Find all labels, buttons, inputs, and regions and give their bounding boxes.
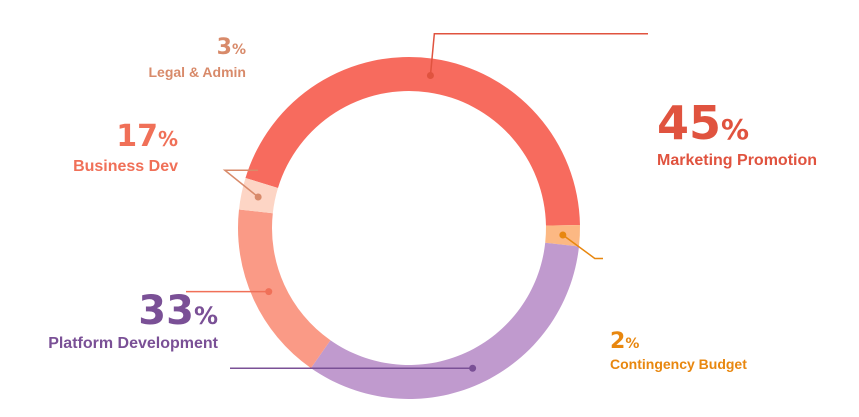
category-label-contingency-budget: Contingency Budget	[610, 356, 747, 372]
leader-dot-platform-development	[469, 364, 477, 372]
slice-platform-development	[310, 242, 579, 400]
chart-arcs	[238, 57, 580, 400]
leader-dot-contingency-budget	[559, 231, 567, 239]
percent-label-legal-admin: 3%	[217, 35, 246, 60]
leader-line-contingency-budget	[562, 234, 603, 260]
leader-dot-legal-admin	[254, 193, 262, 201]
leader-line-marketing-promotion	[429, 33, 648, 76]
percent-label-platform-development: 33%	[138, 288, 218, 334]
slice-business-dev	[238, 209, 331, 369]
slice-marketing-promotion	[245, 57, 580, 226]
category-label-platform-development: Platform Development	[48, 335, 218, 352]
chart-labels: 45% Marketing Promotion 2% Contingency Budg…	[48, 35, 817, 372]
category-label-business-dev: Business Dev	[73, 158, 178, 175]
category-label-marketing-promotion: Marketing Promotion	[657, 152, 817, 169]
chart-leader-lines	[186, 33, 648, 372]
leader-line-legal-admin	[222, 169, 259, 198]
percent-label-business-dev: 17%	[116, 119, 178, 154]
percent-label-marketing-promotion: 45%	[657, 96, 749, 150]
percent-label-contingency-budget: 2%	[610, 329, 639, 354]
category-label-legal-admin: Legal & Admin	[149, 64, 247, 80]
leader-dot-marketing-promotion	[426, 71, 434, 79]
leader-dot-business-dev	[265, 288, 273, 296]
